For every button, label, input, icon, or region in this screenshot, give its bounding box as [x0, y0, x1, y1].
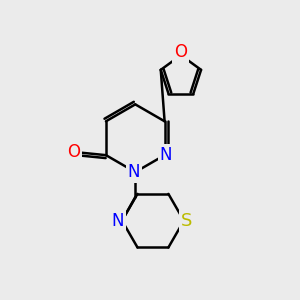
Text: O: O — [174, 43, 188, 61]
Text: N: N — [128, 163, 140, 181]
Text: N: N — [111, 212, 124, 230]
Text: N: N — [160, 146, 172, 164]
Text: S: S — [181, 212, 193, 230]
Text: O: O — [67, 143, 80, 161]
